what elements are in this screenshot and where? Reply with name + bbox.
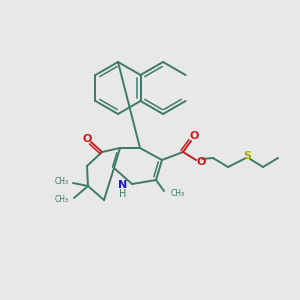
Text: O: O	[196, 157, 206, 167]
Text: O: O	[82, 134, 92, 144]
Text: CH₃: CH₃	[171, 188, 185, 197]
Text: S: S	[243, 151, 251, 161]
Text: CH₃: CH₃	[55, 176, 69, 185]
Text: N: N	[118, 180, 127, 190]
Text: O: O	[189, 131, 199, 141]
Text: H: H	[119, 189, 127, 199]
Text: CH₃: CH₃	[55, 196, 69, 205]
